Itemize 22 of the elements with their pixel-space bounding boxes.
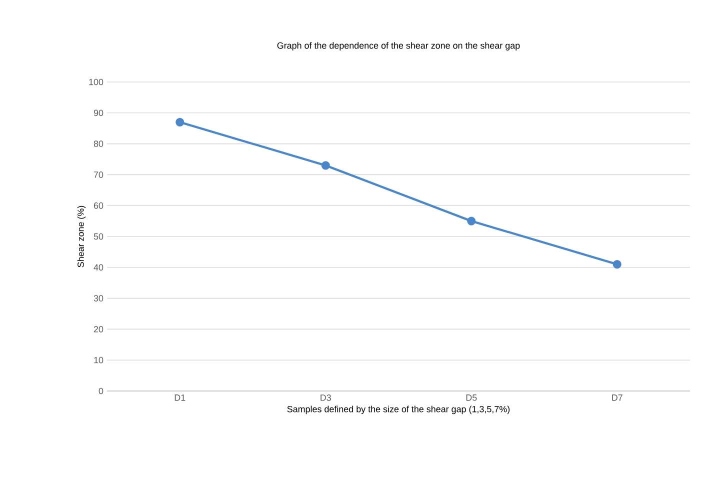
y-tick-label: 0: [98, 388, 104, 394]
y-tick-label: 90: [94, 110, 104, 116]
point: [321, 161, 330, 170]
point: [612, 260, 622, 269]
y-tick-label: 30: [94, 295, 104, 302]
y-tick-label: 70: [94, 172, 104, 178]
y-tick-label: 10: [94, 356, 104, 364]
y-tick-label: 50: [94, 233, 104, 240]
x-tick-label: D7: [612, 394, 622, 401]
x-tick-label: D3: [320, 394, 331, 401]
point: [176, 118, 184, 126]
y-tick-label: 80: [94, 140, 104, 147]
x-tick-label: D1: [174, 394, 186, 401]
y-tick-label: 100: [89, 78, 104, 86]
point: [467, 216, 476, 226]
x-axis-title: Samples defined by the size of the shear gap (1,3,5,7%): [287, 406, 510, 414]
chart-title: Graph of the dependence of the shear zone on the shear gap: [277, 42, 520, 50]
y-tick-label: 40: [94, 264, 104, 271]
y-tick-label: 60: [94, 202, 104, 209]
y-axis-title: Shear zone (%): [77, 206, 86, 268]
x-tick-label: D5: [466, 394, 477, 401]
y-tick-label: 20: [94, 326, 104, 332]
